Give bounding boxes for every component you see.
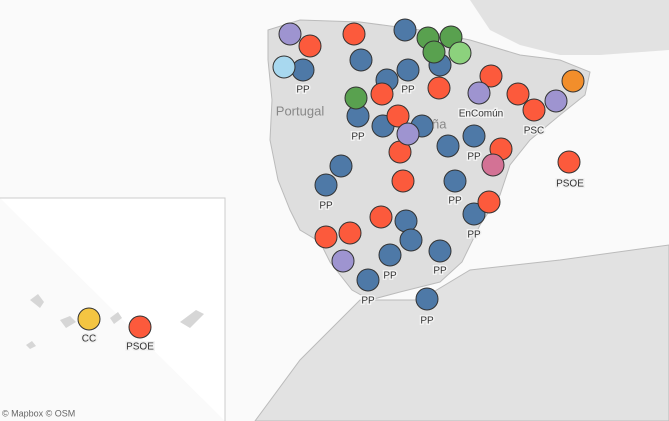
marker[interactable] [428, 239, 452, 263]
marker[interactable] [370, 82, 394, 106]
marker[interactable] [77, 307, 101, 331]
marker[interactable] [386, 104, 410, 128]
marker-label: PP [467, 152, 481, 163]
attribution: © Mapbox © OSM [2, 408, 75, 418]
marker[interactable] [481, 153, 505, 177]
marker[interactable] [427, 76, 451, 100]
marker[interactable] [278, 22, 302, 46]
markers [77, 18, 585, 339]
marker-label: PP [467, 230, 481, 241]
marker[interactable] [378, 243, 402, 267]
marker-label: PP [448, 196, 462, 207]
marker-label: PP [401, 85, 415, 96]
marker[interactable] [342, 22, 366, 46]
marker-label: PSOE [126, 342, 154, 353]
place-label: ña [432, 116, 447, 131]
marker[interactable] [344, 86, 368, 110]
canary-islands [26, 294, 204, 349]
marker-label: CC [82, 334, 96, 345]
marker[interactable] [349, 48, 373, 72]
france [470, 0, 669, 55]
marker[interactable] [338, 221, 362, 245]
marker-label: PSOE [556, 179, 584, 190]
marker[interactable] [462, 124, 486, 148]
marker[interactable] [314, 225, 338, 249]
marker-label: PP [319, 201, 333, 212]
marker[interactable] [331, 249, 355, 273]
marker[interactable] [443, 169, 467, 193]
marker[interactable] [394, 209, 418, 233]
africa [254, 244, 669, 421]
marker-label: PP [296, 85, 310, 96]
inset-frame [0, 197, 226, 421]
marker[interactable] [436, 134, 460, 158]
marker[interactable] [399, 228, 423, 252]
marker-label: PP [383, 271, 397, 282]
marker-label: PP [351, 132, 365, 143]
marker[interactable] [522, 98, 546, 122]
marker[interactable] [557, 150, 581, 174]
marker-label: PP [420, 316, 434, 327]
marker[interactable] [369, 205, 393, 229]
marker[interactable] [477, 190, 501, 214]
marker[interactable] [356, 268, 380, 292]
marker[interactable] [291, 58, 315, 82]
marker-labels: PP PP PP EnComún PSC PP PSOE PP PP PP PP… [80, 83, 585, 354]
marker[interactable] [314, 173, 338, 197]
marker[interactable] [396, 122, 420, 146]
marker-label: PP [361, 296, 375, 307]
marker[interactable] [329, 154, 353, 178]
marker[interactable] [393, 18, 417, 42]
marker[interactable] [544, 89, 568, 113]
marker[interactable] [561, 69, 585, 93]
marker[interactable] [462, 202, 486, 226]
marker-label: PP [433, 266, 447, 277]
marker[interactable] [479, 64, 503, 88]
marker[interactable] [467, 81, 491, 105]
marker[interactable] [422, 40, 446, 64]
marker-label: PSC [524, 126, 545, 137]
marker-label: EnComún [459, 109, 503, 120]
marker[interactable] [415, 287, 439, 311]
marker[interactable] [448, 41, 472, 65]
marker[interactable] [391, 169, 415, 193]
place-label: Portugal [276, 103, 325, 118]
marker[interactable] [272, 55, 296, 79]
marker[interactable] [506, 82, 530, 106]
marker[interactable] [396, 58, 420, 82]
marker[interactable] [298, 34, 322, 58]
marker[interactable] [128, 315, 152, 339]
